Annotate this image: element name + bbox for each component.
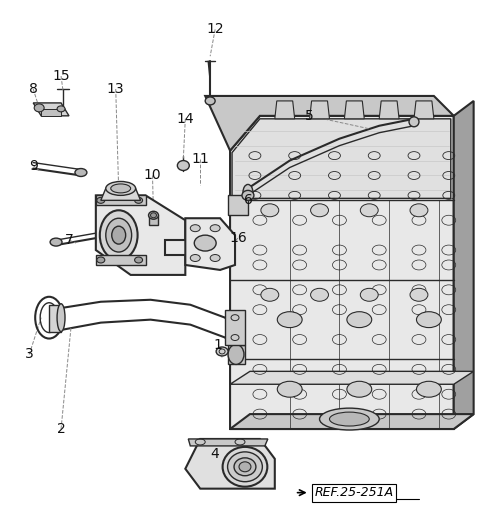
Ellipse shape xyxy=(100,210,138,260)
Ellipse shape xyxy=(205,97,215,105)
Ellipse shape xyxy=(311,204,328,217)
Text: 9: 9 xyxy=(29,159,37,172)
Text: 12: 12 xyxy=(206,22,224,36)
Text: 4: 4 xyxy=(211,447,219,461)
Ellipse shape xyxy=(106,181,136,195)
Ellipse shape xyxy=(417,312,441,327)
Polygon shape xyxy=(228,344,245,364)
Text: 16: 16 xyxy=(229,231,247,245)
Polygon shape xyxy=(310,101,329,119)
Polygon shape xyxy=(414,101,434,119)
Polygon shape xyxy=(454,101,474,429)
Ellipse shape xyxy=(178,161,189,170)
Polygon shape xyxy=(41,109,61,116)
Polygon shape xyxy=(230,116,454,429)
Ellipse shape xyxy=(410,289,428,301)
Text: 5: 5 xyxy=(305,109,314,123)
Ellipse shape xyxy=(57,106,65,112)
Ellipse shape xyxy=(57,304,65,332)
Text: 11: 11 xyxy=(192,152,209,166)
Ellipse shape xyxy=(261,204,279,217)
Text: 14: 14 xyxy=(177,112,194,126)
Ellipse shape xyxy=(111,184,131,193)
Polygon shape xyxy=(185,218,235,270)
Text: REF.25-251A: REF.25-251A xyxy=(314,486,394,499)
Ellipse shape xyxy=(134,257,143,263)
Ellipse shape xyxy=(234,458,256,476)
Ellipse shape xyxy=(151,213,156,218)
Ellipse shape xyxy=(106,218,132,252)
Polygon shape xyxy=(225,310,245,344)
Polygon shape xyxy=(148,215,158,225)
Ellipse shape xyxy=(194,235,216,251)
Ellipse shape xyxy=(347,312,372,327)
Polygon shape xyxy=(379,101,399,119)
Polygon shape xyxy=(188,439,268,446)
Polygon shape xyxy=(230,414,474,429)
Polygon shape xyxy=(96,195,145,205)
Polygon shape xyxy=(344,101,364,119)
Ellipse shape xyxy=(97,197,105,204)
Ellipse shape xyxy=(243,184,253,200)
Text: 13: 13 xyxy=(107,82,124,96)
Polygon shape xyxy=(275,101,295,119)
Ellipse shape xyxy=(134,197,143,204)
Text: 1: 1 xyxy=(214,338,223,352)
Ellipse shape xyxy=(410,204,428,217)
Ellipse shape xyxy=(190,254,200,262)
Ellipse shape xyxy=(228,452,263,482)
Ellipse shape xyxy=(75,168,87,177)
Ellipse shape xyxy=(112,226,126,244)
Ellipse shape xyxy=(97,257,105,263)
Ellipse shape xyxy=(148,211,158,219)
Ellipse shape xyxy=(277,381,302,397)
Ellipse shape xyxy=(320,408,379,430)
Ellipse shape xyxy=(311,289,328,301)
Ellipse shape xyxy=(329,412,369,426)
Polygon shape xyxy=(96,195,185,275)
Ellipse shape xyxy=(417,381,441,397)
Ellipse shape xyxy=(261,289,279,301)
Ellipse shape xyxy=(216,347,228,356)
Text: 6: 6 xyxy=(243,193,252,207)
Ellipse shape xyxy=(242,191,254,200)
Text: 8: 8 xyxy=(29,82,37,96)
Ellipse shape xyxy=(277,312,302,327)
Text: 2: 2 xyxy=(57,422,65,436)
Polygon shape xyxy=(205,96,454,151)
Ellipse shape xyxy=(360,289,378,301)
Ellipse shape xyxy=(239,462,251,472)
Polygon shape xyxy=(230,371,474,384)
Polygon shape xyxy=(33,103,69,116)
Polygon shape xyxy=(185,439,275,488)
Text: 15: 15 xyxy=(52,69,70,83)
Text: 7: 7 xyxy=(65,233,73,247)
Ellipse shape xyxy=(210,254,220,262)
Polygon shape xyxy=(228,195,248,215)
Polygon shape xyxy=(101,189,141,200)
Polygon shape xyxy=(49,305,61,332)
Ellipse shape xyxy=(360,204,378,217)
Ellipse shape xyxy=(50,238,62,246)
Ellipse shape xyxy=(347,381,372,397)
Polygon shape xyxy=(166,240,230,255)
Ellipse shape xyxy=(409,117,419,127)
Ellipse shape xyxy=(190,225,200,232)
Ellipse shape xyxy=(228,344,244,364)
Text: 10: 10 xyxy=(144,168,161,182)
Polygon shape xyxy=(96,255,145,265)
Ellipse shape xyxy=(223,447,267,487)
Text: 3: 3 xyxy=(25,348,34,362)
Ellipse shape xyxy=(34,104,44,112)
Ellipse shape xyxy=(210,225,220,232)
Polygon shape xyxy=(232,119,451,198)
